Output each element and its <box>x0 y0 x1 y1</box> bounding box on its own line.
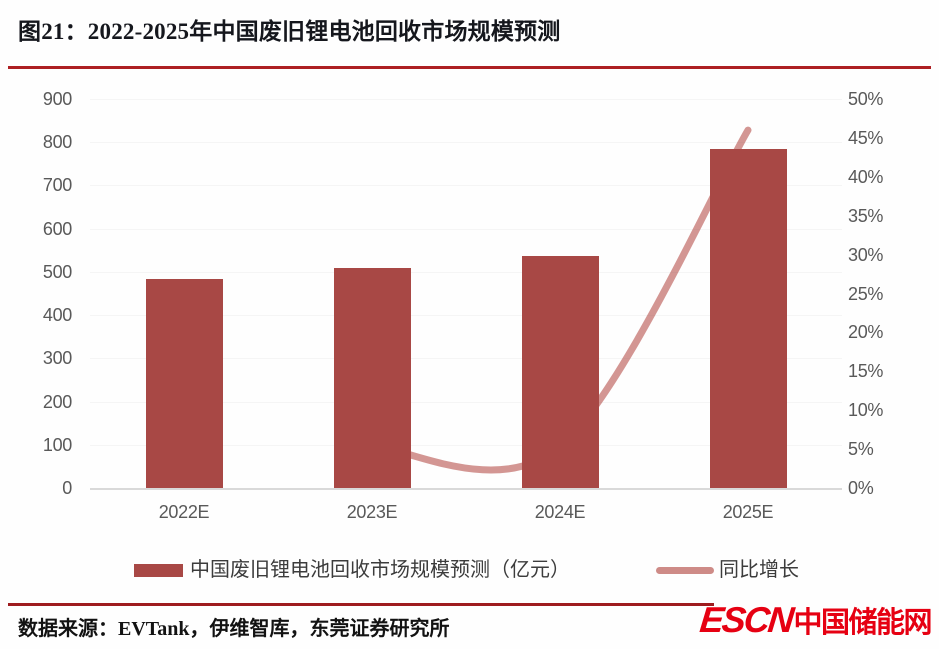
bar-2025E <box>709 148 787 488</box>
right-axis-tick: 5% <box>848 439 874 460</box>
gridline <box>90 142 842 144</box>
bar-2022E <box>145 278 223 488</box>
left-axis-tick: 0 <box>62 478 72 498</box>
gridline <box>90 358 842 360</box>
bar-2023E <box>333 267 411 488</box>
x-axis-label-2022E: 2022E <box>158 502 210 522</box>
right-axis-tick: 45% <box>848 127 884 148</box>
right-axis-tick: 10% <box>848 400 884 421</box>
legend-label-market: 中国废旧锂电池回收市场规模预测（亿元） <box>190 559 570 581</box>
left-axis-tick: 400 <box>42 305 72 326</box>
x-axis-label-2024E: 2024E <box>534 502 586 522</box>
bottom-red-rule <box>8 603 714 606</box>
figure-title: 图21：2022-2025年中国废旧锂电池回收市场规模预测 <box>18 19 561 44</box>
left-axis-tick: 100 <box>42 434 72 455</box>
gridline <box>90 185 842 187</box>
legend-label-growth: 同比增长 <box>719 559 799 581</box>
escn-logo: ESCN 中国储能网 <box>698 599 932 641</box>
x-axis-label-2025E: 2025E <box>722 502 774 522</box>
bar-2024E <box>521 255 599 488</box>
right-axis-tick: 20% <box>848 322 884 343</box>
plot-area <box>90 99 842 490</box>
right-axis-tick: 35% <box>848 205 884 226</box>
right-axis-tick: 0% <box>848 478 874 498</box>
left-axis-tick: 900 <box>42 89 72 109</box>
right-axis-tick: 50% <box>848 89 884 109</box>
escn-logo-latin: ESCN <box>698 599 795 640</box>
data-source-note: 数据来源：EVTank，伊维智库，东莞证券研究所 <box>18 618 450 640</box>
gridline <box>90 99 842 100</box>
x-axis-label-2023E: 2023E <box>346 502 398 522</box>
left-axis-tick: 800 <box>42 132 72 153</box>
gridline <box>90 315 842 317</box>
gridline <box>90 444 842 446</box>
gridline <box>90 271 842 273</box>
left-axis-tick: 500 <box>42 261 72 282</box>
left-axis-tick: 200 <box>42 391 72 412</box>
left-axis-tick: 600 <box>42 218 72 239</box>
left-axis-tick: 700 <box>42 175 72 196</box>
gridline <box>90 228 842 230</box>
gridline <box>90 401 842 403</box>
left-axis-tick: 300 <box>42 348 72 369</box>
right-axis-tick: 25% <box>848 283 884 304</box>
legend-line-swatch <box>656 567 714 574</box>
right-axis-tick: 15% <box>848 361 884 382</box>
top-red-rule <box>8 66 931 69</box>
bar-line-chart: 0 100 200 300 400 500 600 700 800 900 0% 5% 10% 15% 2… <box>0 85 939 590</box>
right-axis-tick: 40% <box>848 166 884 187</box>
legend-bar-swatch <box>134 564 183 577</box>
escn-logo-cjk: 中国储能网 <box>793 607 932 639</box>
right-axis-tick: 30% <box>848 244 884 265</box>
